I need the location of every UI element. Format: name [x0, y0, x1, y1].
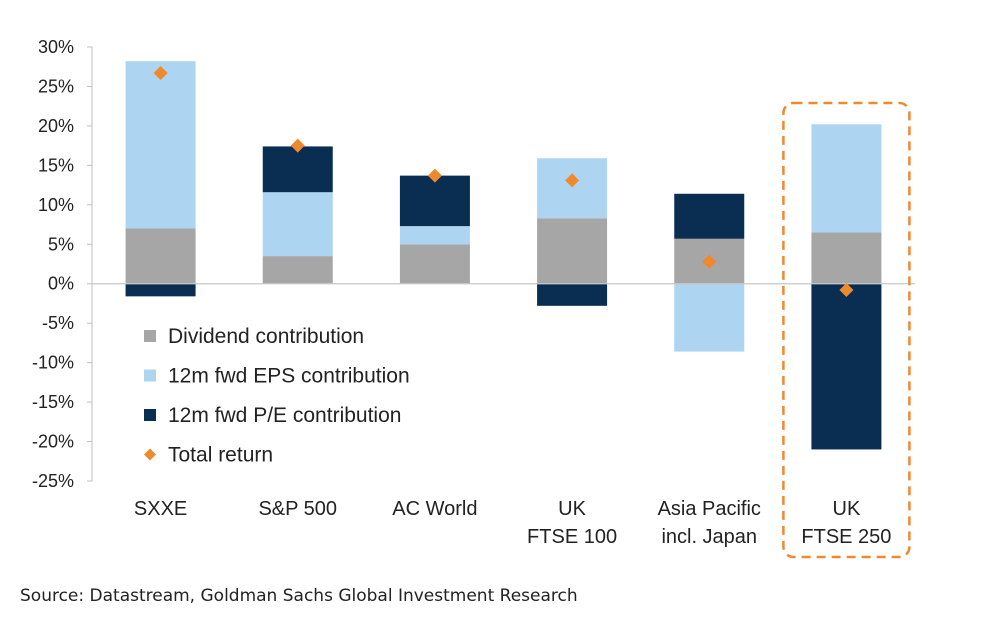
x-category-label: FTSE 250: [801, 526, 891, 548]
legend-label: 12m fwd P/E contribution: [168, 404, 401, 427]
legend-swatch: [144, 330, 156, 342]
y-tick-label: 10%: [38, 195, 74, 215]
y-tick-label: -15%: [32, 392, 74, 412]
total-return-marker: [839, 283, 854, 298]
y-tick-label: 0%: [48, 274, 74, 294]
bar-segment: [399, 175, 470, 227]
legend-swatch: [144, 369, 156, 382]
legend-swatch: [144, 448, 156, 461]
x-category-label: UK: [833, 498, 861, 520]
bar-segment: [674, 283, 745, 352]
y-tick-label: 15%: [38, 155, 74, 175]
x-category-label: FTSE 100: [527, 526, 617, 548]
total-return-marker: [153, 66, 168, 81]
x-category-label: SXXE: [134, 498, 187, 520]
bar-segment: [811, 232, 882, 284]
legend-label: Total return: [168, 444, 273, 467]
total-return-marker: [702, 254, 717, 269]
x-category-label: S&P 500: [258, 498, 337, 520]
legend-swatch: [144, 409, 156, 421]
bar-segment: [399, 244, 470, 284]
bar-segment: [537, 283, 608, 306]
bar-segment: [262, 256, 333, 284]
stacked-bar-chart: 30% 25% 20% 15% 10% 5% 0% -5% -10% -15% -20% -25% SX…: [32, 37, 915, 559]
bar-segment: [811, 283, 882, 450]
bar-segment: [262, 146, 333, 193]
x-category-label: UK: [558, 498, 586, 520]
x-category-label: Asia Pacific: [658, 498, 761, 520]
bar-segment: [537, 158, 608, 219]
y-tick-label: -10%: [32, 353, 74, 373]
bar-segment: [674, 193, 745, 239]
total-return-marker: [427, 168, 442, 183]
x-category-label: incl. Japan: [661, 526, 757, 548]
y-tick-label: -25%: [32, 471, 74, 491]
bar-segment: [125, 283, 196, 297]
legend-label: 12m fwd EPS contribution: [168, 365, 410, 388]
y-tick-label: -5%: [42, 313, 74, 333]
x-category-label: AC World: [392, 498, 477, 520]
bar-segment: [811, 124, 882, 233]
y-tick-label: 25%: [38, 76, 74, 96]
source-note: Source: Datastream, Goldman Sachs Global…: [20, 586, 578, 606]
total-return-marker: [290, 138, 305, 153]
highlight-box: [782, 101, 911, 559]
total-return-marker: [565, 173, 580, 188]
y-tick-label: 30%: [38, 37, 74, 57]
y-tick-label: 5%: [48, 234, 74, 254]
bar-segment: [125, 228, 196, 284]
legend-label: Dividend contribution: [168, 325, 364, 348]
bar-segment: [399, 226, 470, 245]
y-tick-label: 20%: [38, 116, 74, 136]
bar-segment: [262, 192, 333, 257]
bar-segment: [537, 218, 608, 284]
y-tick-label: -20%: [32, 432, 74, 452]
bar-segment: [125, 61, 196, 229]
